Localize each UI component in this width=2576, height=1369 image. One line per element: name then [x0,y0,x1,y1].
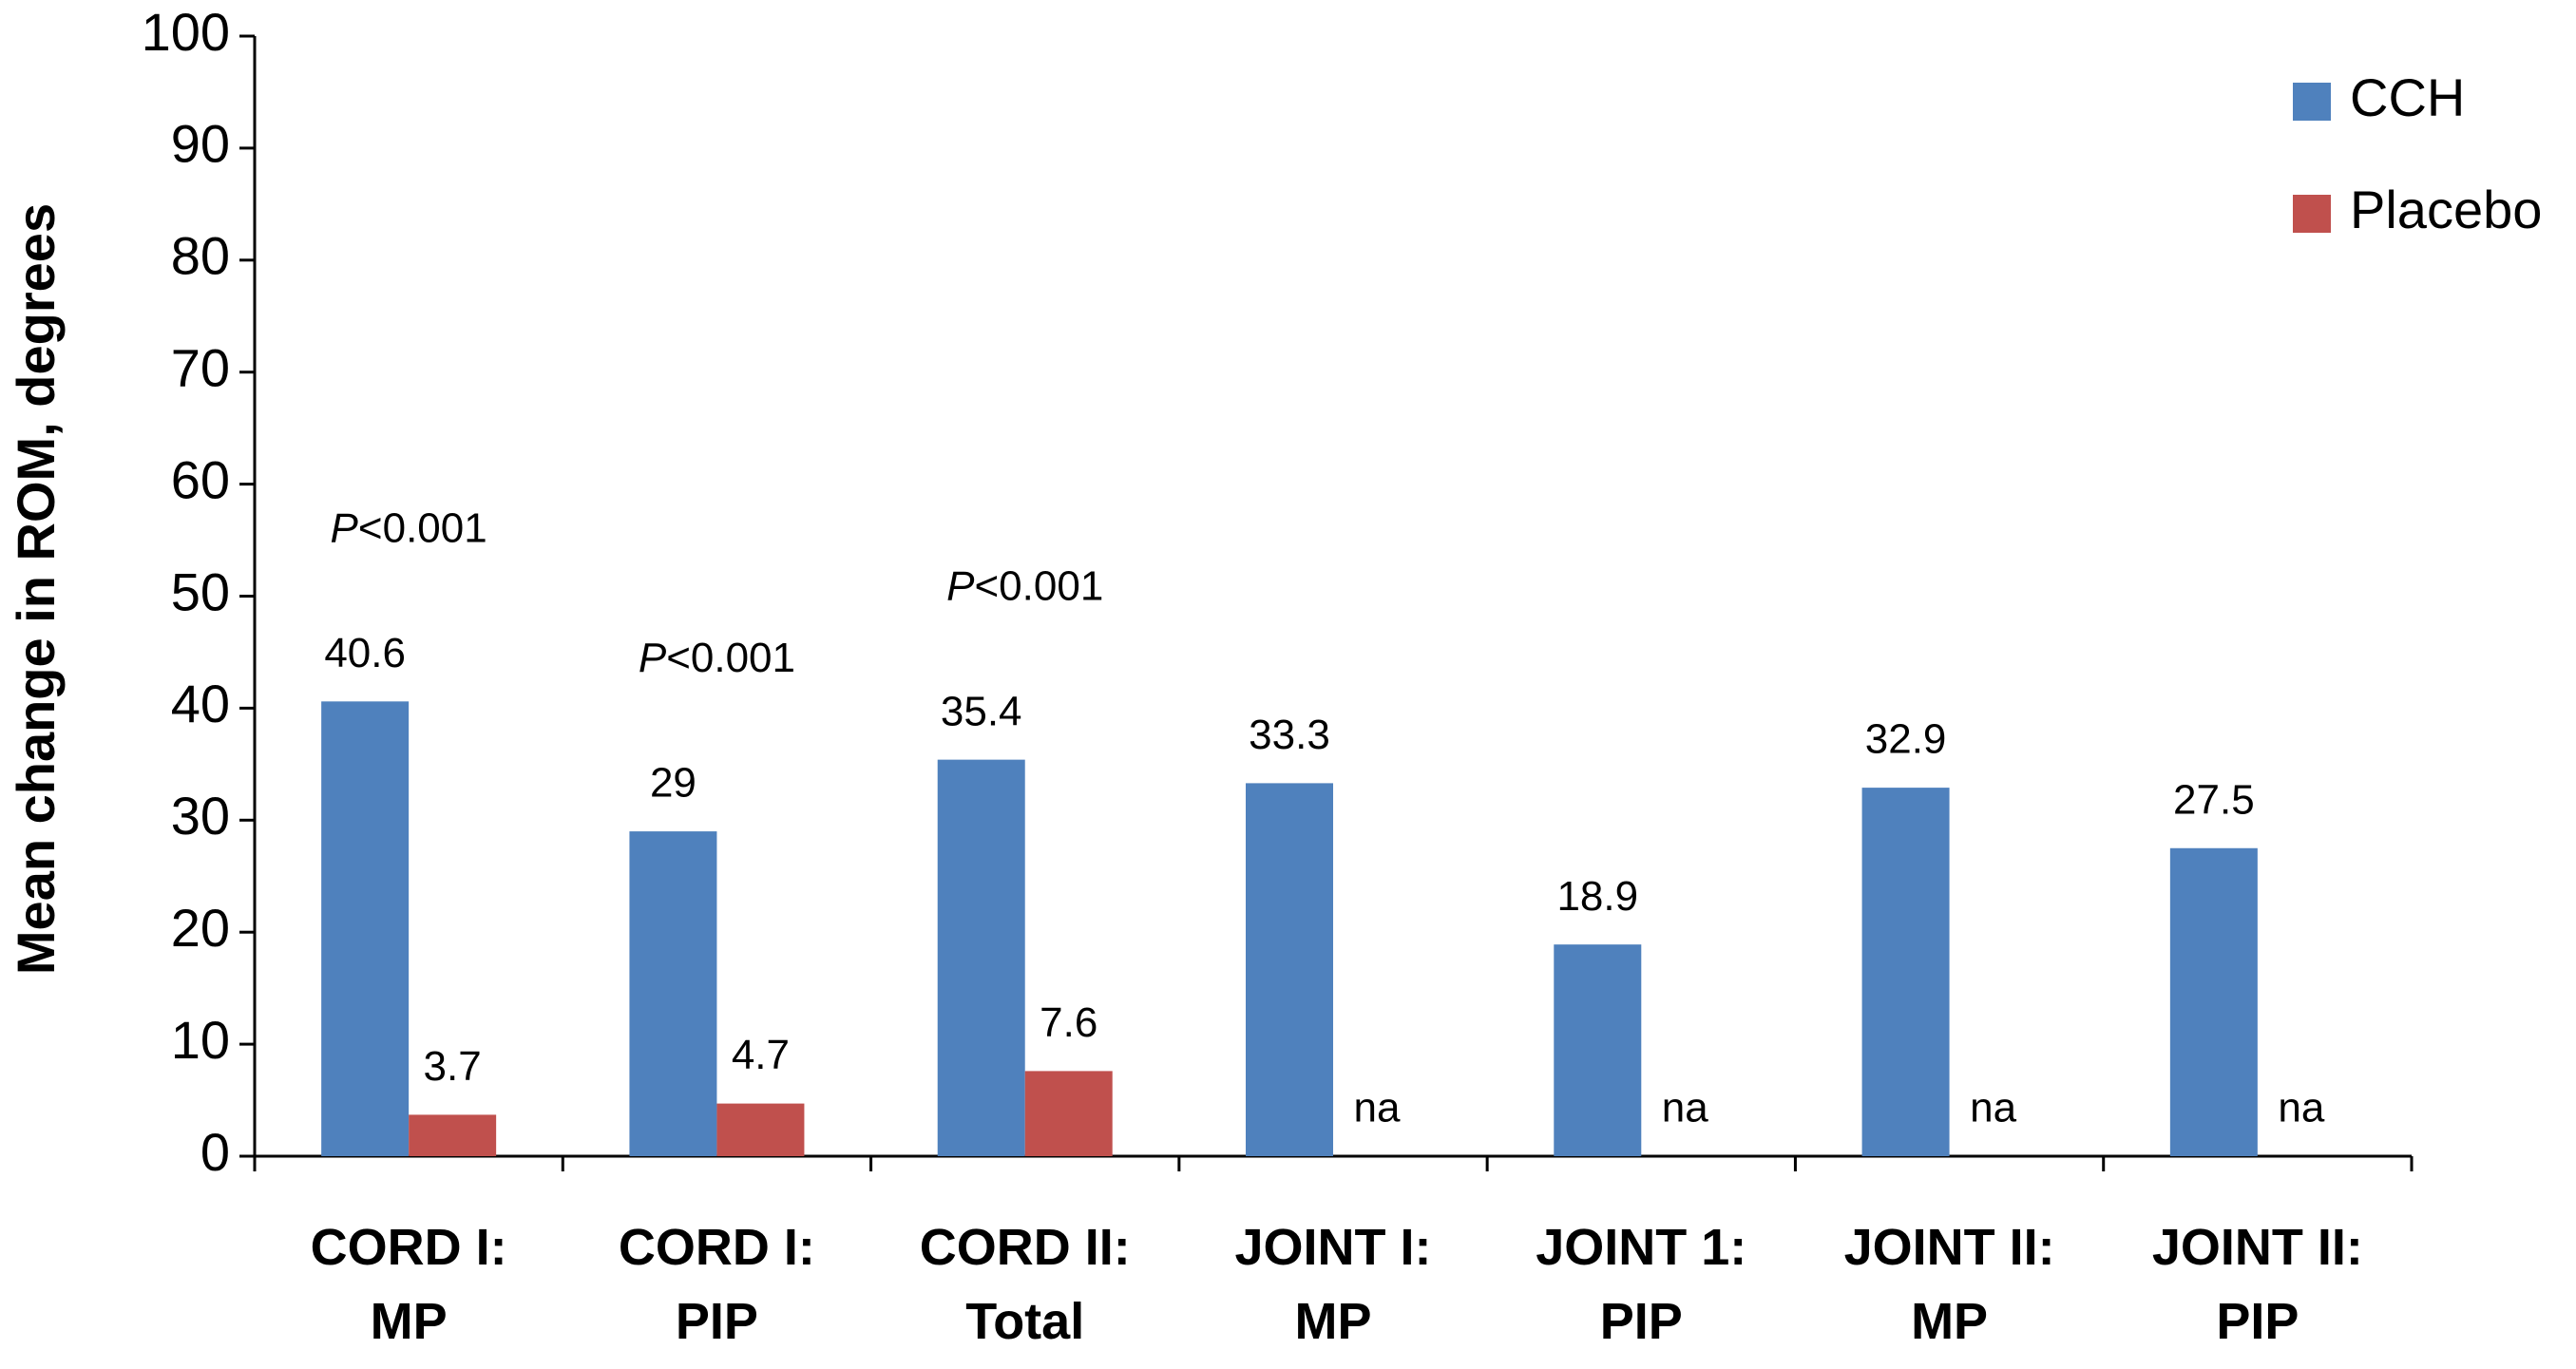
data-label: 35.4 [941,688,1022,734]
p-value: P<0.001 [946,562,1103,609]
bar [1861,788,1950,1156]
data-label: 4.7 [732,1032,790,1078]
y-tick-label: 100 [142,2,230,62]
data-label: 33.3 [1249,712,1330,758]
x-tick-label: JOINT I: MP [1234,1219,1431,1350]
legend-swatch [2293,83,2331,121]
data-label: 3.7 [424,1043,482,1090]
bar [2169,847,2258,1156]
p-value: P<0.001 [331,504,487,551]
data-label: 32.9 [1865,716,1947,763]
y-tick-label: 20 [171,898,230,958]
y-tick-label: 90 [171,114,230,174]
y-tick-label: 60 [171,449,230,509]
y-tick-label: 10 [171,1010,230,1070]
data-label: 40.6 [324,630,406,676]
p-value: P<0.001 [639,635,795,681]
y-tick-label: 40 [171,674,230,733]
bar [1024,1071,1113,1156]
bar [409,1114,497,1156]
data-label: 27.5 [2173,776,2255,823]
data-label: na [1970,1085,2016,1131]
x-tick-label: CORD I: PIP [619,1219,815,1350]
data-label: na [1662,1085,1708,1131]
x-tick-label: CORD I: MP [311,1219,507,1350]
legend-label: Placebo [2350,180,2542,239]
y-tick-label: 70 [171,337,230,397]
data-label: 18.9 [1556,873,1638,920]
data-label: 7.6 [1040,999,1097,1046]
bar [321,701,410,1156]
y-tick-label: 80 [171,226,230,286]
bar [937,759,1025,1156]
bar [629,831,717,1156]
legend-swatch [2293,195,2331,233]
legend-label: CCH [2350,67,2465,127]
data-label: na [1354,1085,1401,1131]
bar [1554,944,1642,1156]
x-tick-label: JOINT II: PIP [2152,1219,2363,1350]
data-label: na [2278,1085,2324,1131]
x-tick-label: JOINT II: MP [1844,1219,2055,1350]
bar [1246,783,1333,1156]
bar [716,1103,805,1156]
y-tick-label: 30 [171,786,230,846]
data-label: 29 [650,760,696,807]
x-tick-label: CORD II: Total [920,1219,1131,1350]
y-tick-label: 0 [200,1122,230,1182]
x-tick-label: JOINT 1: PIP [1536,1219,1746,1350]
y-tick-label: 50 [171,561,230,621]
y-axis-label: Mean change in ROM, degrees [6,203,66,975]
